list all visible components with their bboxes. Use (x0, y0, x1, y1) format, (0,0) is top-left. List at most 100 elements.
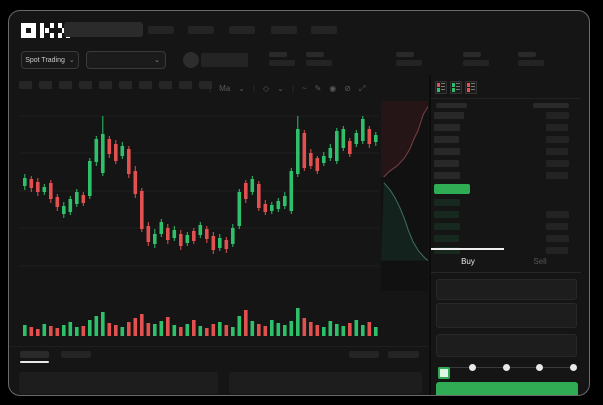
stat-label-placeholder (518, 52, 536, 57)
ask-price-bar[interactable] (434, 124, 460, 131)
orderbook-bids-icon[interactable] (450, 81, 462, 94)
timeframe-button[interactable] (179, 81, 192, 89)
nav-item-placeholder[interactable] (148, 26, 174, 34)
stat-value-placeholder (463, 60, 489, 66)
chevron-down-icon[interactable]: ⌄ (277, 84, 284, 93)
chevron-down-icon[interactable]: ⌄ (238, 84, 245, 93)
ask-amount-bar (546, 160, 569, 167)
amount-slider[interactable] (438, 364, 577, 379)
divider: | (291, 84, 294, 93)
panel-divider (429, 75, 431, 395)
market-header-row: Spot Trading ⌄ ⌄ (9, 49, 589, 75)
ask-price-bar[interactable] (434, 172, 460, 179)
nav-item-placeholder[interactable] (229, 26, 255, 34)
market-type-selector[interactable]: Spot Trading ⌄ (21, 51, 79, 69)
stat-label-placeholder (396, 52, 414, 57)
bottom-tab-right[interactable] (388, 351, 419, 358)
tab-buy[interactable]: Buy (461, 257, 475, 266)
timeframe-button[interactable] (119, 81, 132, 89)
bid-price-bar[interactable] (434, 199, 460, 206)
line-tool-icon[interactable]: ~ (301, 84, 307, 93)
timeframe-button[interactable] (19, 81, 32, 89)
ask-amount-bar (546, 136, 569, 143)
mode-icon-line (471, 89, 475, 90)
slider-stop[interactable] (502, 364, 510, 371)
draw-tool-icon[interactable]: ✎ (314, 84, 322, 93)
mode-icon-top-bar (437, 83, 440, 87)
chevron-down-icon: ⌄ (68, 56, 75, 64)
settings-icon[interactable]: ⊘ (344, 84, 351, 93)
bid-amount-bar (546, 211, 569, 218)
ma-indicator-icon[interactable]: Ma (219, 84, 231, 93)
timeframe-button[interactable] (59, 81, 72, 89)
mode-icon-top-bar (452, 83, 455, 87)
slider-handle[interactable] (438, 367, 450, 379)
ask-price-bar[interactable] (434, 112, 464, 119)
screenshot-icon[interactable]: ◉ (329, 84, 337, 93)
nav-item-placeholder[interactable] (271, 26, 297, 34)
stat-label-placeholder (269, 52, 287, 57)
ask-amount-bar (546, 112, 569, 119)
chevron-down-icon: ⌄ (154, 56, 160, 64)
timeframe-button[interactable] (79, 81, 92, 89)
chart-toolbar: | Ma ⌄ | ◇ ⌄ | ~ ✎ ◉ ⊘ ⤢ (9, 77, 429, 95)
stat-value-placeholder (306, 60, 332, 66)
timeframe-button[interactable] (159, 81, 172, 89)
timeframe-button[interactable] (99, 81, 112, 89)
price-field[interactable] (436, 303, 577, 328)
mode-icon-line (456, 86, 460, 87)
trade-tabs: Buy Sell (431, 250, 581, 273)
candle-style-icon[interactable]: ◇ (262, 84, 270, 93)
mode-icon-line (471, 83, 475, 84)
bid-price-bar[interactable] (434, 223, 460, 230)
orderbook-price-header (436, 103, 467, 108)
buy-tab-indicator (431, 248, 504, 250)
fullscreen-icon[interactable]: ⤢ (358, 84, 366, 93)
ask-amount-bar (546, 172, 568, 179)
slider-stop[interactable] (536, 364, 544, 371)
timeframe-button[interactable] (39, 81, 52, 89)
ask-price-bar[interactable] (434, 136, 459, 143)
stat-value-placeholder (518, 60, 544, 66)
coin-avatar (183, 52, 199, 68)
bid-price-bar[interactable] (434, 211, 459, 218)
last-price-bar (434, 184, 470, 194)
orderbook-both-icon[interactable] (435, 81, 447, 94)
mode-icon-top-bar (467, 83, 470, 87)
timeframe-button[interactable] (199, 81, 212, 89)
mode-icon-bottom-bar (452, 88, 455, 92)
pair-selector[interactable]: ⌄ (86, 51, 166, 69)
ask-price-bar[interactable] (434, 160, 459, 167)
timeframe-button[interactable] (139, 81, 152, 89)
tab-sell[interactable]: Sell (533, 257, 547, 266)
buy-submit-button[interactable] (436, 382, 578, 395)
candlestick-chart[interactable] (19, 104, 379, 291)
mode-icon-line (456, 83, 460, 84)
mode-icon-bottom-bar (467, 88, 470, 92)
bid-price-bar[interactable] (434, 235, 459, 242)
app-window: Spot Trading ⌄ ⌄ | Ma ⌄ | ◇ ⌄ | ~ ✎ ◉ ⊘ ⤢ (8, 10, 590, 396)
bottom-tab-active-underline (20, 361, 49, 363)
bid-amount-bar (546, 223, 568, 230)
orderbook-asks-icon[interactable] (465, 81, 477, 94)
ask-price-bar[interactable] (434, 148, 460, 155)
order-type-field[interactable] (436, 279, 577, 300)
bid-price-bar[interactable] (434, 247, 460, 254)
search-input[interactable] (64, 22, 143, 37)
bottom-tab-right[interactable] (349, 351, 379, 358)
volume-chart (23, 308, 378, 336)
mode-icon-line (456, 89, 460, 90)
bottom-tab-active[interactable] (20, 351, 49, 358)
amount-field[interactable] (436, 334, 577, 357)
pair-name-placeholder (201, 53, 248, 67)
mode-icon-bottom-bar (437, 88, 440, 92)
slider-stop[interactable] (468, 364, 476, 371)
bid-amount-bar (546, 247, 568, 254)
mode-icon-line (471, 86, 475, 87)
slider-stop[interactable] (570, 364, 577, 371)
nav-item-placeholder[interactable] (311, 26, 337, 34)
stat-value-placeholder (269, 60, 295, 66)
bottom-tab[interactable] (61, 351, 91, 358)
nav-item-placeholder[interactable] (188, 26, 214, 34)
mode-icon-line (441, 89, 445, 90)
